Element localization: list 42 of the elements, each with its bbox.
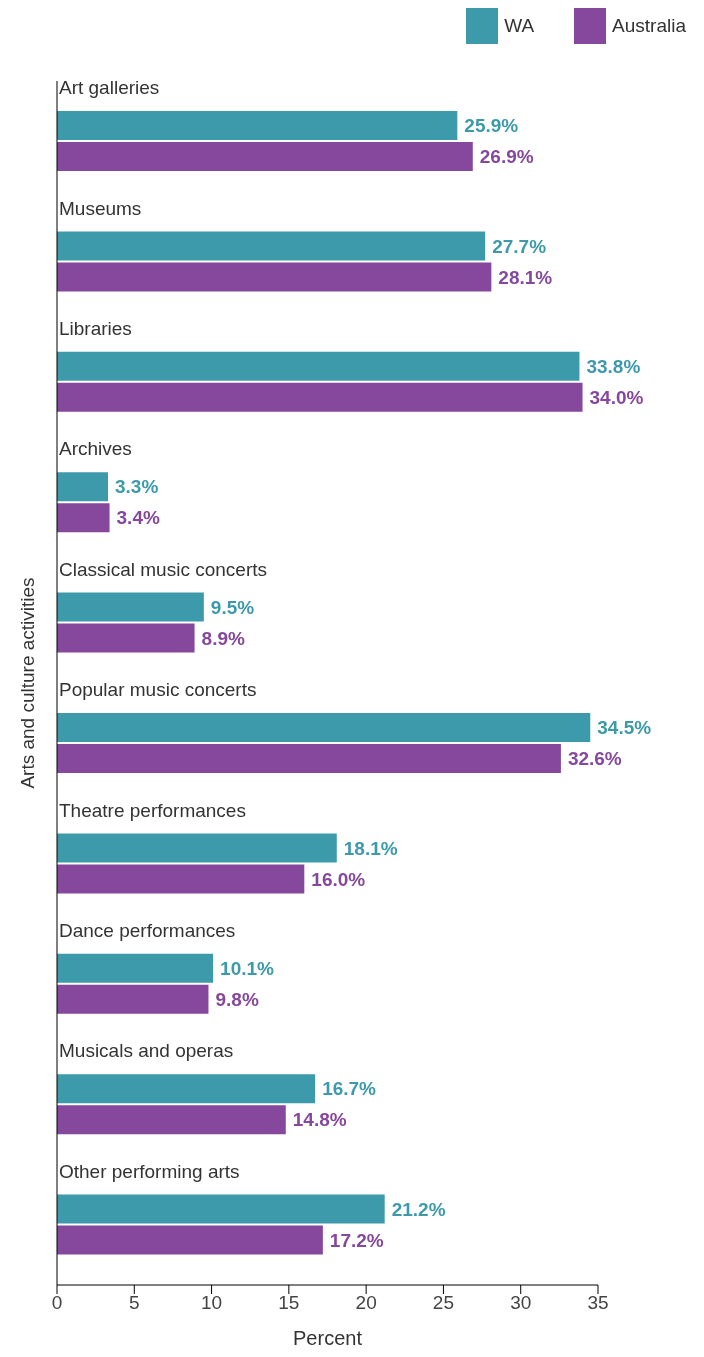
y-tick-label: Other performing arts: [59, 1160, 240, 1182]
data-label: 10.1%: [220, 957, 275, 979]
data-label: 9.5%: [210, 596, 255, 618]
x-tick-label: 35: [587, 1292, 609, 1314]
data-label: 3.3%: [115, 476, 159, 498]
legend-label: Australia: [612, 15, 686, 37]
x-tick-label: 5: [129, 1292, 140, 1314]
data-label: 28.1%: [498, 266, 553, 288]
data-label: 25.9%: [464, 115, 519, 137]
x-tick-label: 0: [51, 1292, 63, 1314]
data-label: 9.8%: [215, 988, 259, 1010]
data-label: 17.2%: [329, 1229, 384, 1251]
y-tick-label: Libraries: [59, 318, 132, 339]
y-tick-label: Dance performances: [59, 920, 236, 941]
x-tick-label: 10: [201, 1292, 223, 1314]
x-tick-label: 20: [355, 1292, 377, 1314]
data-label: 21.2%: [391, 1198, 446, 1220]
legend-label: WA: [504, 15, 535, 37]
y-tick-label: Theatre performances: [59, 799, 246, 821]
data-label: 34.5%: [597, 717, 652, 739]
x-tick-label: 15: [278, 1292, 300, 1314]
data-label: 14.8%: [292, 1109, 347, 1131]
y-tick-label: Classical music concerts: [59, 558, 267, 580]
x-tick-label: 25: [432, 1292, 454, 1314]
data-label: 8.9%: [201, 627, 245, 649]
data-label: 16.7%: [322, 1078, 377, 1100]
data-label: 18.1%: [343, 837, 398, 859]
y-tick-label: Museums: [59, 197, 142, 219]
data-label: 27.7%: [492, 235, 547, 257]
x-tick-label: 30: [510, 1292, 532, 1314]
data-label: 3.4%: [116, 507, 160, 529]
y-tick-label: Archives: [59, 438, 132, 460]
x-axis-title: Percent: [293, 1327, 363, 1349]
y-axis-title: Arts and culture activities: [17, 577, 38, 789]
data-label: 16.0%: [311, 868, 366, 890]
data-label: 26.9%: [479, 146, 534, 168]
y-tick-label: Art galleries: [59, 77, 160, 99]
data-label: 32.6%: [567, 748, 622, 770]
data-label: 33.8%: [586, 355, 641, 377]
data-label: 34.0%: [589, 386, 644, 408]
y-tick-label: Popular music concerts: [59, 679, 257, 701]
y-tick-label: Musicals and operas: [59, 1040, 234, 1062]
